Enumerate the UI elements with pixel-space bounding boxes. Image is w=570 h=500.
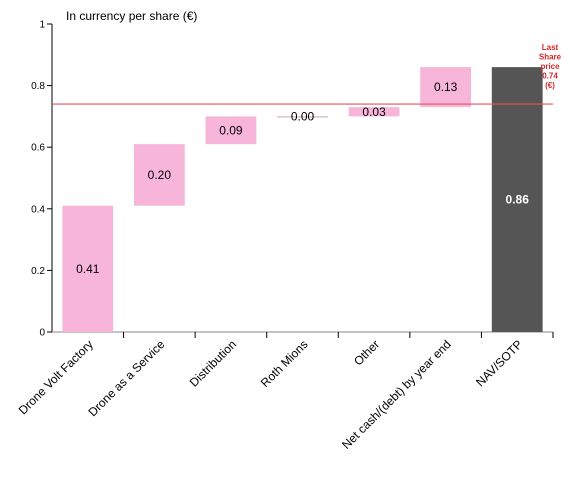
reference-label-line: 0.74 [542,72,558,81]
bar-value-label: 0.13 [434,80,458,94]
bar [420,67,472,108]
x-tick-label: Roth Mions [258,337,311,390]
bar [277,116,328,118]
y-tick-label: 1 [39,20,45,31]
bar-value-label: 0.03 [362,105,386,119]
bar [491,67,543,333]
bar-value-label: 0.20 [148,168,172,182]
x-tick-label: Drone as a Service [85,337,167,419]
y-tick-label: 0.8 [31,81,45,92]
bar-value-label: 0.86 [506,193,530,207]
reference-label-line: price [540,62,560,71]
y-tick-label: 0.6 [31,143,45,154]
reference-label-line: Share [539,53,562,62]
x-tick-label: Drone Volt Factory [16,337,96,417]
y-tick-label: 0 [39,328,45,339]
bar [62,205,114,332]
y-tick-label: 0.2 [31,266,45,277]
bar [348,107,400,117]
x-tick-label: NAV/SOTP [473,337,525,389]
bar-value-label: 0.09 [219,123,243,137]
bar-value-label: 0.41 [76,262,100,276]
bar-value-label: 0.00 [291,109,315,123]
reference-line-group: Last Share price 0.74 (€) [52,43,562,105]
bar [205,116,257,145]
bars: 0.41 0.20 0.09 0.00 0.03 0.13 0.86 [62,67,543,333]
bar [133,144,185,206]
reference-line-label: Last Share price 0.74 (€) [539,43,562,90]
x-tick-label: Other [351,337,382,368]
reference-label-line: (€) [545,81,555,90]
reference-label-line: Last [542,43,559,52]
x-tick-label: Distribution [187,337,239,389]
y-tick-label: 0.4 [31,204,45,215]
chart-title: In currency per share (€) [66,9,197,23]
